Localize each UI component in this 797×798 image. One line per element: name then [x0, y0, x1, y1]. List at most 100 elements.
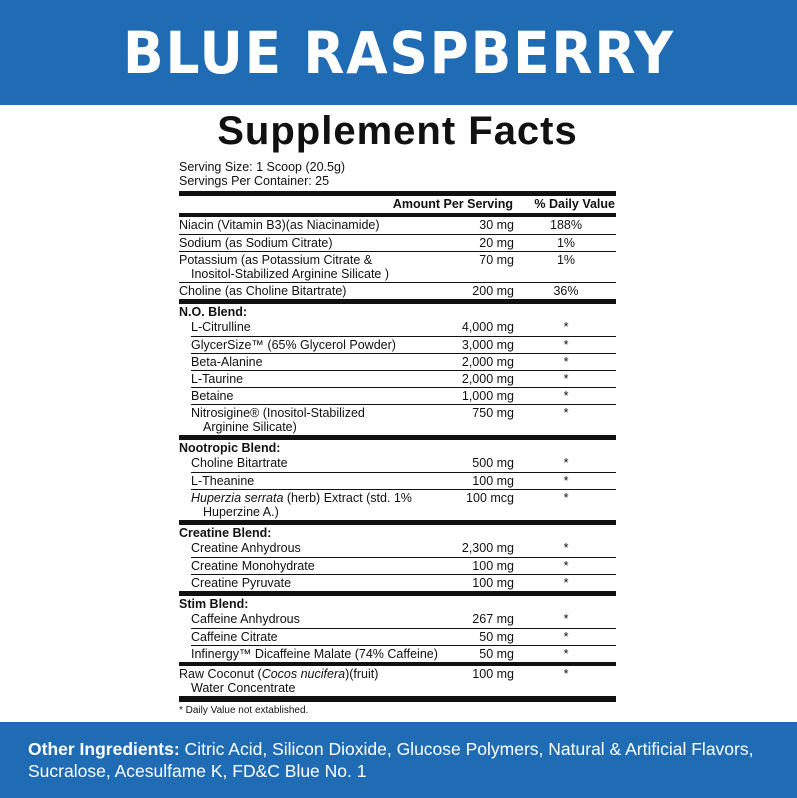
divider	[179, 520, 616, 525]
ingredient-amount: 200 mg	[472, 284, 514, 298]
ingredient-amount: 30 mg	[479, 218, 514, 232]
ingredient-name: Creatine Monohydrate	[191, 559, 315, 573]
ingredient-dv: *	[563, 406, 569, 420]
footnote: * Daily Value not extablished.	[179, 705, 309, 716]
ingredient-dv: *	[563, 576, 569, 590]
ingredient-name: Creatine Anhydrous	[191, 541, 301, 555]
ingredient-name: L-Citrulline	[191, 320, 251, 334]
ingredient-name: Raw Coconut (Cocos nucifera)(fruit) Water…	[179, 667, 616, 695]
ingredient-amount: 100 mcg	[466, 491, 514, 505]
ingredient-latin-name: Huperzia serrata	[191, 491, 284, 505]
ingredient-amount: 4,000 mg	[461, 320, 514, 334]
ingredient-amount: 70 mg	[479, 253, 514, 267]
ingredient-amount: 3,000 mg	[461, 338, 514, 352]
facts-row: Raw Coconut (Cocos nucifera)(fruit) Water…	[179, 666, 616, 696]
facts-row: Creatine Anhydrous 2,300 mg *	[191, 540, 616, 557]
blend-heading: Creatine Blend:	[179, 526, 272, 540]
column-header: Amount Per Serving % Daily Value	[179, 196, 616, 213]
ingredient-dv: *	[563, 541, 569, 555]
ingredient-name: Niacin (Vitamin B3)(as Niacinamide)	[179, 218, 380, 232]
ingredient-amount: 2,300 mg	[461, 541, 514, 555]
divider	[179, 435, 616, 440]
ingredient-dv: *	[563, 667, 569, 681]
ingredient-name: Potassium (as Potassium Citrate & Inosito…	[179, 253, 616, 281]
ingredient-name: GlycerSize™ (65% Glycerol Powder)	[191, 338, 396, 352]
facts-row: Creatine Pyruvate 100 mg *	[191, 574, 616, 591]
facts-row: L-Theanine 100 mg *	[191, 472, 616, 489]
ingredient-dv: *	[563, 612, 569, 626]
ingredient-amount: 20 mg	[479, 236, 514, 250]
divider	[179, 299, 616, 304]
divider	[179, 213, 616, 217]
ingredient-dv: *	[563, 474, 569, 488]
facts-row: Caffeine Citrate 50 mg *	[191, 628, 616, 645]
other-ingredients-label: Other Ingredients:	[28, 739, 180, 759]
ingredient-dv: *	[563, 372, 569, 386]
ingredient-amount: 2,000 mg	[461, 355, 514, 369]
facts-row: Choline (as Choline Bitartrate) 200 mg 36%	[179, 282, 616, 299]
facts-body: Niacin (Vitamin B3)(as Niacinamide) 30 mg…	[179, 217, 616, 696]
facts-row: Creatine Monohydrate 100 mg *	[191, 557, 616, 574]
facts-title: Supplement Facts	[217, 109, 578, 153]
facts-row: GlycerSize™ (65% Glycerol Powder) 3,000 m…	[191, 336, 616, 353]
facts-row: Huperzia serrata (herb) Extract (std. 1%…	[191, 489, 616, 520]
ingredient-name: Choline Bitartrate	[191, 456, 288, 470]
ingredient-name: Betaine	[191, 389, 234, 403]
ingredient-amount: 50 mg	[479, 647, 514, 661]
ingredient-dv: 36%	[553, 284, 579, 298]
ingredient-amount: 100 mg	[472, 559, 514, 573]
ingredient-amount: 100 mg	[472, 667, 514, 681]
ingredient-name-line2: Inositol-Stabilized Arginine Silicate )	[191, 267, 390, 281]
ingredient-name: Huperzia serrata (herb) Extract (std. 1%…	[191, 491, 616, 519]
ingredient-dv: *	[563, 338, 569, 352]
facts-row: L-Citrulline 4,000 mg *	[191, 319, 616, 336]
facts-row: Potassium (as Potassium Citrate & Inosito…	[179, 251, 616, 282]
ingredient-amount: 2,000 mg	[461, 372, 514, 386]
blend-heading: Stim Blend:	[179, 597, 249, 611]
ingredient-latin-name: Cocos nucifera	[261, 667, 346, 681]
ingredient-name: Beta-Alanine	[191, 355, 263, 369]
dv-header: % Daily Value	[534, 197, 615, 211]
blend-heading: N.O. Blend:	[179, 305, 248, 319]
ingredient-dv: 1%	[556, 253, 576, 267]
ingredient-dv: *	[563, 647, 569, 661]
facts-row: Caffeine Anhydrous 267 mg *	[191, 611, 616, 628]
flavor-title: BLUE RASPBERRY	[122, 18, 675, 87]
ingredient-dv: *	[563, 491, 569, 505]
ingredient-dv: *	[563, 389, 569, 403]
ingredient-name: Choline (as Choline Bitartrate)	[179, 284, 347, 298]
facts-row: Sodium (as Sodium Citrate) 20 mg 1%	[179, 234, 616, 251]
ingredient-amount: 1,000 mg	[461, 389, 514, 403]
other-ingredients: Other Ingredients: Citric Acid, Silicon …	[0, 722, 797, 798]
facts-row: Niacin (Vitamin B3)(as Niacinamide) 30 mg…	[179, 217, 616, 234]
ingredient-name-line2: Water Concentrate	[191, 681, 296, 695]
ingredient-amount: 750 mg	[472, 406, 514, 420]
supplement-facts-panel: Supplement Facts Serving Size: 1 Scoop (…	[179, 108, 616, 717]
facts-row: Beta-Alanine 2,000 mg *	[191, 353, 616, 370]
divider	[179, 191, 616, 196]
amount-header: Amount Per Serving	[392, 197, 513, 211]
ingredient-amount: 50 mg	[479, 630, 514, 644]
divider	[179, 696, 616, 702]
ingredient-name: Nitrosigine® (Inositol-Stabilized Arginin…	[191, 406, 616, 434]
facts-row: Choline Bitartrate 500 mg *	[191, 455, 616, 472]
ingredient-name: L-Taurine	[191, 372, 244, 386]
blend-heading: Nootropic Blend:	[179, 441, 281, 455]
ingredient-dv: 188%	[550, 218, 582, 232]
ingredient-name: L-Theanine	[191, 474, 255, 488]
ingredient-dv: *	[563, 456, 569, 470]
ingredient-dv: *	[563, 559, 569, 573]
ingredient-amount: 100 mg	[472, 474, 514, 488]
divider	[179, 662, 616, 666]
ingredient-amount: 267 mg	[472, 612, 514, 626]
ingredient-name: Creatine Pyruvate	[191, 576, 292, 590]
ingredient-name-line2: Arginine Silicate)	[203, 420, 297, 434]
ingredient-name: Sodium (as Sodium Citrate)	[179, 236, 333, 250]
ingredient-name: Caffeine Anhydrous	[191, 612, 300, 626]
flavor-banner: BLUE RASPBERRY	[0, 0, 797, 105]
facts-row: Nitrosigine® (Inositol-Stabilized Arginin…	[191, 404, 616, 435]
other-ingredients-text: Citric Acid, Silicon Dioxide, Glucose Po…	[28, 739, 754, 781]
ingredient-name-line2: Huperzine A.)	[203, 505, 279, 519]
ingredient-dv: 1%	[556, 236, 576, 250]
ingredient-dv: *	[563, 355, 569, 369]
